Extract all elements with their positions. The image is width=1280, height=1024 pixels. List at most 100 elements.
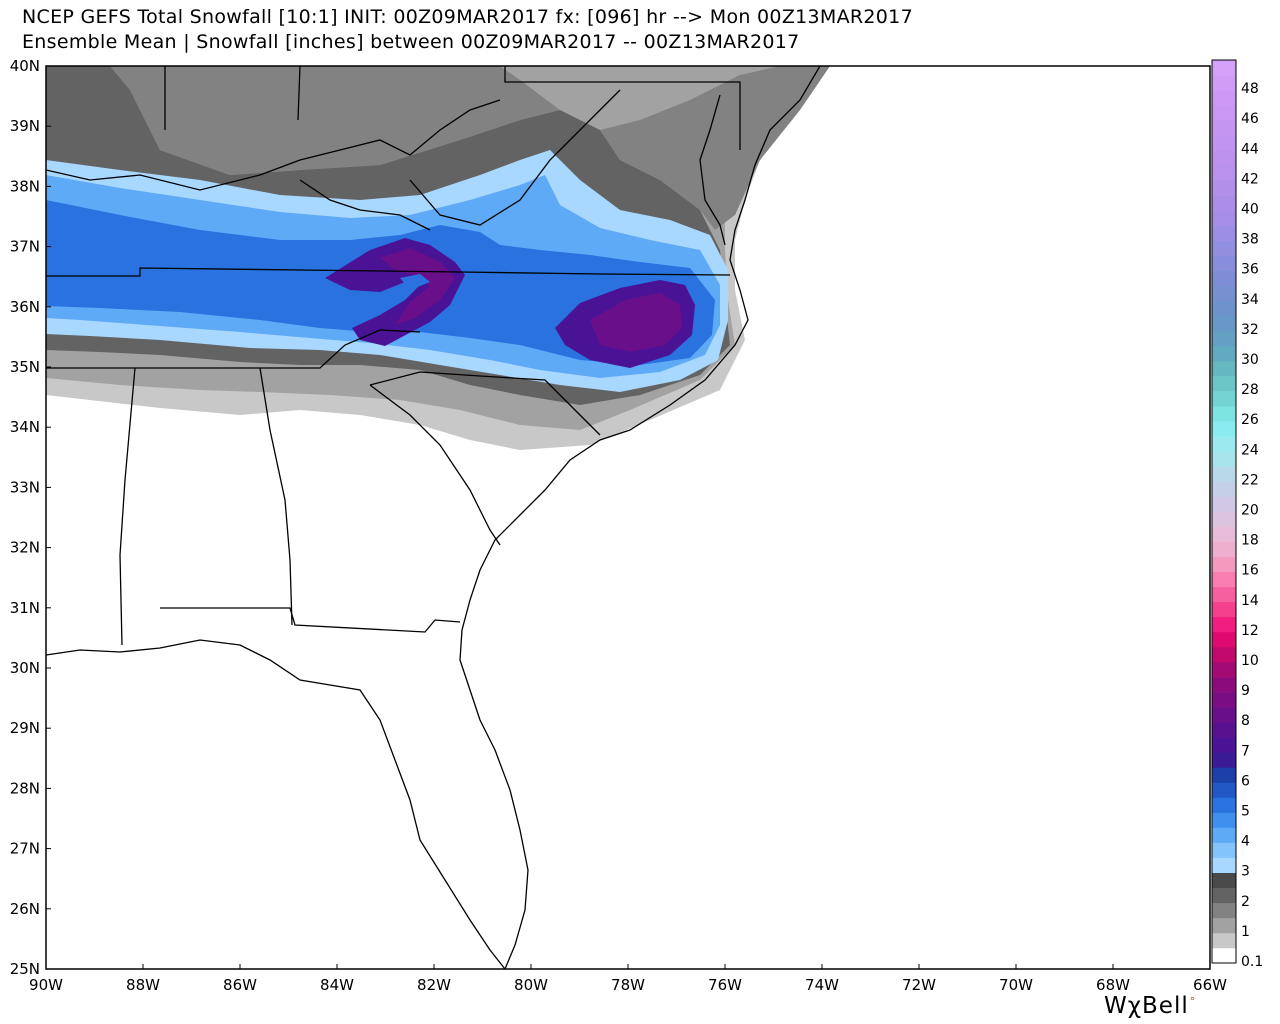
colorbar-label: 30 [1241, 352, 1259, 368]
colorbar-swatch [1212, 496, 1236, 512]
longitude-tick-label: 68W [1096, 976, 1130, 994]
colorbar-swatch [1212, 406, 1236, 422]
colorbar-swatch [1212, 872, 1236, 889]
colorbar-swatch [1212, 345, 1236, 362]
chart-title-line-2: Ensemble Mean | Snowfall [inches] betwee… [22, 31, 800, 53]
colorbar-swatch [1212, 857, 1236, 873]
colorbar-label: 9 [1241, 683, 1250, 699]
colorbar-swatch [1212, 932, 1236, 949]
state-line-36-5N [46, 267, 731, 277]
colorbar-label: 0.1 [1241, 954, 1263, 970]
wxbell-logo: WχBell° [1104, 993, 1196, 1019]
latitude-tick-label: 36N [10, 298, 40, 316]
longitude-tick-label: 82W [417, 976, 451, 994]
colorbar-label: 22 [1241, 472, 1259, 488]
latitude-tick-label: 27N [10, 840, 40, 858]
colorbar-swatch [1212, 601, 1236, 618]
chart-title-line-1: NCEP GEFS Total Snowfall [10:1] INIT: 00… [22, 6, 913, 28]
longitude-tick-label: 66W [1193, 976, 1227, 994]
colorbar-swatch [1212, 150, 1236, 166]
longitude-tick-label: 90W [29, 976, 63, 994]
colorbar-swatch [1212, 947, 1236, 964]
state-line-nc-sc [369, 371, 601, 436]
colorbar-swatch [1212, 812, 1236, 828]
colorbar-swatch [1212, 887, 1236, 904]
state-line-ga-sc [369, 384, 501, 546]
colorbar-swatch [1212, 481, 1236, 497]
colorbar-swatch [1212, 541, 1236, 557]
state-line-ms-al [119, 367, 136, 646]
colorbar-swatch [1212, 240, 1236, 256]
colorbar-label: 20 [1241, 503, 1259, 519]
colorbar-label: 2 [1241, 894, 1250, 910]
colorbar-swatch [1212, 646, 1236, 663]
longitude-tick-label: 88W [126, 976, 160, 994]
colorbar-frame [1211, 59, 1237, 964]
colorbar-label: 1 [1241, 924, 1250, 940]
colorbar-swatch [1212, 782, 1236, 798]
colorbar-swatch [1212, 556, 1236, 572]
colorbar-swatch [1212, 120, 1236, 136]
coastline-gulf [46, 639, 506, 969]
snow-max-west-hole [400, 274, 430, 290]
colorbar-swatch [1212, 180, 1236, 196]
colorbar-label: 46 [1241, 111, 1259, 127]
colorbar-swatch [1212, 330, 1236, 347]
snow-max-east-core [590, 293, 682, 352]
colorbar-label: 38 [1241, 232, 1259, 248]
colorbar-swatch [1212, 255, 1236, 271]
snow-max-west-core [380, 248, 455, 325]
colorbar-swatch [1212, 436, 1236, 452]
colorbar-swatch [1212, 842, 1236, 858]
colorbar-swatch [1212, 767, 1236, 783]
longitude-tick-label: 84W [320, 976, 354, 994]
colorbar-swatch [1212, 737, 1236, 753]
colorbar-label: 5 [1241, 804, 1250, 820]
colorbar-swatch [1212, 195, 1236, 211]
colorbar-swatch [1212, 526, 1236, 542]
latitude-tick-label: 39N [10, 117, 40, 135]
latitude-tick-label: 31N [10, 599, 40, 617]
latitude-tick-label: 30N [10, 659, 40, 677]
colorbar-swatch [1212, 707, 1236, 723]
state-line-va-wv [409, 89, 621, 226]
colorbar-label: 44 [1241, 141, 1259, 157]
longitude-axis: 90W 88W 86W 84W 82W 80W 78W 76W 74W 72W 70W 68W 66W [29, 964, 1227, 994]
colorbar-label: 24 [1241, 442, 1259, 458]
colorbar-swatch [1212, 75, 1236, 91]
colorbar-swatch [1212, 827, 1236, 843]
colorbar-swatch [1212, 421, 1236, 437]
colorbar-swatch [1212, 752, 1236, 768]
latitude-tick-label: 38N [10, 177, 40, 195]
colorbar-label: 16 [1241, 563, 1259, 579]
latitude-tick-label: 29N [10, 719, 40, 737]
longitude-tick-label: 76W [708, 976, 742, 994]
logo-text: WχBell [1104, 993, 1189, 1019]
colorbar-swatch [1212, 451, 1236, 467]
latitude-tick-label: 32N [10, 539, 40, 557]
colorbar-swatch [1212, 722, 1236, 738]
colorbar-swatch [1212, 90, 1236, 106]
colorbar-swatch [1212, 616, 1236, 633]
colorbar-swatch [1212, 376, 1236, 392]
colorbar-label: 36 [1241, 262, 1259, 278]
longitude-tick-label: 86W [223, 976, 257, 994]
state-line-md [504, 66, 741, 150]
colorbar-swatch [1212, 511, 1236, 527]
state-line-fl-north [160, 607, 461, 633]
colorbar-swatch [1212, 662, 1236, 678]
latitude-tick-label: 25N [10, 960, 40, 978]
state-line-ky-north [46, 99, 501, 191]
latitude-tick-label: 26N [10, 900, 40, 918]
colorbar-swatch [1212, 165, 1236, 181]
snow-band-top-dark [46, 66, 560, 175]
colorbar-swatch [1212, 300, 1236, 317]
snow-band-coast-gray [600, 66, 830, 230]
latitude-tick-label: 34N [10, 418, 40, 436]
colorbar-swatch [1212, 361, 1236, 377]
colorbar-label: 3 [1241, 864, 1250, 880]
colorbar-label: 6 [1241, 773, 1250, 789]
colorbar: 0.11234567891012141618202224262830323436… [1211, 59, 1263, 970]
colorbar-label: 8 [1241, 713, 1250, 729]
colorbar-swatch [1212, 902, 1236, 919]
